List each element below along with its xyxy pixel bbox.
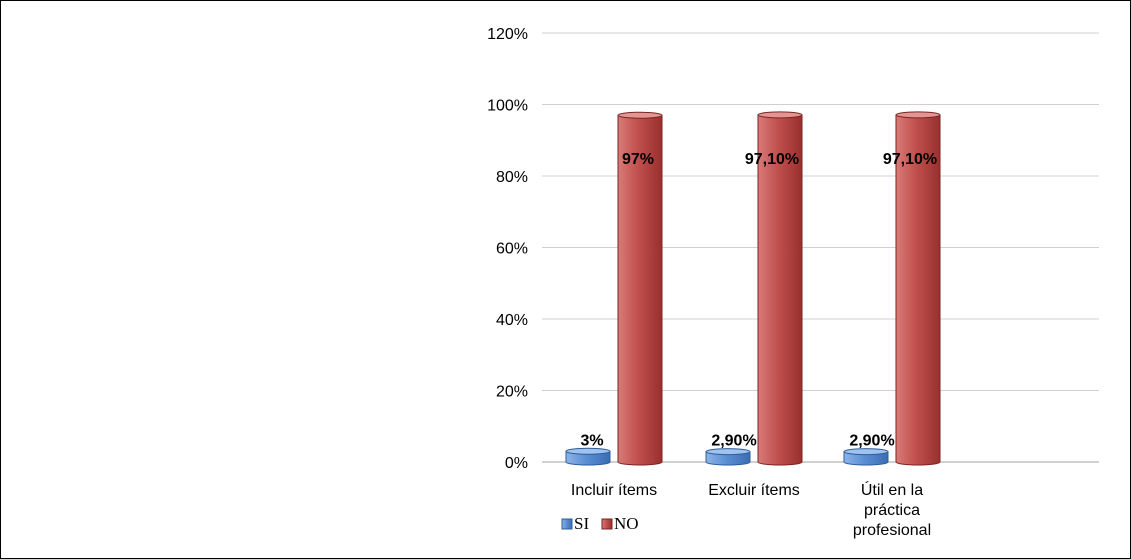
x-tick-label-line: práctica	[864, 502, 920, 519]
x-tick-label-line: Útil en la	[861, 480, 923, 499]
legend-swatch	[601, 518, 613, 530]
data-labels: 3% 97% 2,90% 97,10% 2,90% 97,10%	[580, 151, 937, 450]
bar	[895, 111, 941, 466]
legend-item: SI	[561, 514, 589, 533]
bar-body	[895, 114, 941, 466]
x-tick-label: Excluir ítems	[708, 482, 800, 499]
data-label: 97%	[622, 151, 654, 168]
x-tick-label-line: Incluir ítems	[571, 482, 657, 499]
legend-item: NO	[601, 514, 639, 533]
bar	[843, 448, 889, 466]
bar-body	[565, 450, 611, 466]
bar-body	[843, 451, 889, 466]
bars	[565, 111, 941, 466]
legend-swatch	[561, 518, 573, 530]
y-tick-label: 20%	[496, 384, 528, 401]
y-tick-label: 100%	[487, 98, 528, 115]
bar-top	[565, 447, 611, 455]
x-axis: Incluir ítems Excluir ítems Útil en la prác…	[571, 480, 931, 539]
legend-label: SI	[574, 514, 589, 533]
data-label: 3%	[580, 432, 603, 449]
x-tick-label: Incluir ítems	[571, 482, 657, 499]
bar	[757, 111, 803, 466]
data-label: 97,10%	[883, 151, 937, 168]
x-tick-label-line: profesional	[853, 522, 931, 539]
x-tick-label: Útil en la práctica profesional	[853, 480, 931, 539]
data-label: 2,90%	[849, 433, 894, 450]
bar-top	[843, 448, 889, 456]
y-tick-label: 120%	[487, 26, 528, 43]
bar-body	[757, 114, 803, 466]
bar	[617, 111, 663, 466]
bar	[705, 448, 751, 466]
y-tick-label: 60%	[496, 241, 528, 258]
bar-body	[617, 114, 663, 466]
y-axis: 0% 20% 40% 60% 80% 100% 120%	[487, 26, 528, 472]
bar-top	[895, 111, 941, 119]
data-label: 2,90%	[711, 433, 756, 450]
y-tick-label: 40%	[496, 312, 528, 329]
bar-top	[617, 111, 663, 119]
x-tick-label-line: Excluir ítems	[708, 482, 800, 499]
legend: SI NO	[561, 514, 639, 533]
bar-top	[757, 111, 803, 119]
bar-top	[705, 448, 751, 456]
y-tick-label: 0%	[505, 455, 528, 472]
y-tick-label: 80%	[496, 169, 528, 186]
bar-body	[705, 451, 751, 466]
bar	[565, 447, 611, 466]
data-label: 97,10%	[745, 151, 799, 168]
legend-label: NO	[614, 514, 639, 533]
